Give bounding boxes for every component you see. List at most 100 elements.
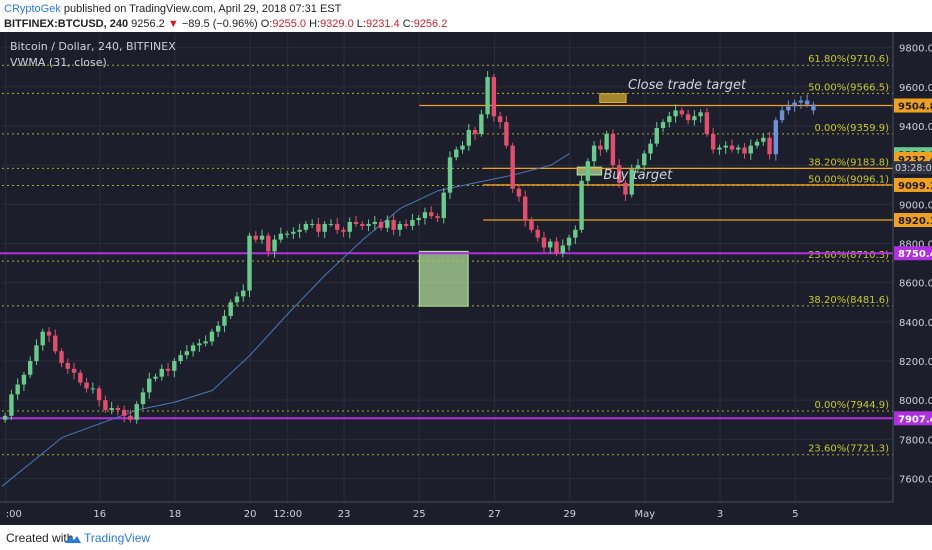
candle (654, 127, 659, 144)
target-zone (418, 250, 469, 307)
candle (172, 361, 177, 371)
fib-level-label: 0.00%(7944.9) (814, 400, 889, 411)
candle (266, 235, 271, 252)
candle (667, 116, 672, 123)
candle (598, 145, 603, 150)
price-badge-label: 8750.4 (898, 249, 932, 260)
candle (147, 378, 152, 393)
annotations: Close trade target Buy target (604, 78, 747, 183)
candle (472, 129, 478, 134)
candle (616, 165, 622, 183)
candle (328, 223, 334, 225)
candle (410, 220, 415, 226)
candle (9, 394, 14, 416)
price-tick-label: 8400.0 (899, 318, 932, 329)
candle (429, 212, 434, 217)
candle (685, 114, 691, 121)
candle (385, 220, 390, 228)
candle (322, 223, 327, 232)
price-tick-label: 9000.0 (899, 200, 932, 211)
chart-annotation: Close trade target (628, 78, 747, 93)
candle (178, 355, 183, 362)
candle (378, 221, 384, 228)
candle (184, 351, 190, 356)
author-link[interactable]: CRyptoGek (4, 3, 61, 15)
projection-candle (792, 102, 797, 107)
candle (134, 404, 139, 420)
chart-annotation: Buy target (604, 168, 674, 183)
candle (90, 388, 96, 390)
candle (742, 147, 747, 154)
chart-area[interactable]: 61.80%(9710.6) 50.00%(9566.5) 0.00%(9359.9… (0, 32, 932, 525)
candle (692, 116, 697, 121)
candle (360, 223, 365, 226)
candle (566, 237, 572, 246)
candle (53, 335, 58, 352)
price-tick-label: 9400.0 (899, 122, 932, 133)
candle (579, 180, 584, 230)
candle (754, 141, 760, 146)
candle (347, 221, 352, 232)
tradingview-brand[interactable]: TradingView (84, 531, 151, 545)
candle (510, 145, 515, 189)
projection-candle (786, 106, 791, 111)
fib-levels: 61.80%(9710.6) 50.00%(9566.5) 0.00%(9359.9… (2, 54, 893, 456)
chart-header: CRyptoGek published on TradingView.com, … (0, 0, 932, 32)
candle (153, 376, 158, 379)
candle (466, 129, 471, 146)
time-tick-label: 27 (488, 509, 501, 520)
candle (34, 345, 39, 362)
price-axis-background (893, 32, 932, 525)
high-label: H: (309, 18, 321, 30)
time-tick-label: 16 (93, 509, 106, 520)
candle (65, 362, 70, 369)
candle (623, 182, 628, 195)
candle (535, 229, 540, 238)
price-badge (894, 213, 932, 228)
candle (460, 145, 465, 150)
price-axis: 9800.09600.09400.09200.09000.08800.08600… (892, 32, 932, 525)
open-value: 9255.0 (272, 18, 306, 30)
time-tick-label: :00 (6, 509, 22, 520)
time-tick-label: 3 (717, 509, 723, 520)
candle (2, 415, 8, 420)
fib-level-label: 38.20%(8481.6) (808, 295, 889, 306)
projection-candle (773, 120, 779, 155)
candle (309, 223, 315, 225)
candle (241, 290, 246, 297)
candle (679, 110, 685, 115)
candle (673, 110, 678, 117)
candle (435, 216, 440, 219)
fib-level-label: 0.00%(9359.9) (814, 123, 889, 134)
low-label: L: (356, 18, 366, 30)
candle (504, 122, 509, 146)
candle (341, 229, 346, 232)
candle (197, 343, 202, 346)
fib-level-label: 23.60%(8710.3) (808, 250, 889, 261)
time-axis-background (0, 502, 932, 525)
candle (717, 147, 722, 150)
candle (635, 165, 641, 170)
candle (604, 133, 609, 150)
projection-candle (798, 100, 804, 103)
close-value: 9256.2 (413, 18, 448, 30)
candle (190, 345, 196, 352)
time-tick-label: 29 (563, 509, 576, 520)
candle (454, 149, 459, 158)
price-chart[interactable]: 61.80%(9710.6) 50.00%(9566.5) 0.00%(9359.9… (0, 32, 932, 525)
candle (222, 315, 227, 326)
close-label: C: (402, 18, 414, 30)
candle (335, 223, 340, 230)
candle (253, 235, 258, 240)
price-badge (894, 98, 932, 113)
candle (159, 368, 164, 377)
price-tick-label: 7800.0 (899, 435, 932, 446)
candle (21, 374, 27, 385)
candle (259, 235, 265, 240)
candle (660, 122, 666, 128)
price-change: −89.5 (−0.96%) (181, 18, 258, 30)
price-badge-label: 7907.4 (898, 414, 932, 425)
tradingview-logo-icon[interactable] (64, 532, 82, 550)
candle (78, 372, 83, 383)
grid (0, 32, 932, 525)
